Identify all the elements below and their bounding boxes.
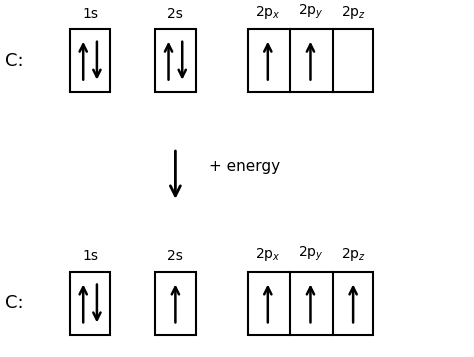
- Text: C:: C:: [5, 295, 23, 312]
- Text: 2p$_x$: 2p$_x$: [255, 4, 281, 20]
- Text: 2s: 2s: [167, 6, 183, 20]
- Bar: [155, 29, 196, 92]
- Text: 2p$_y$: 2p$_y$: [298, 245, 323, 263]
- Text: 2p$_z$: 2p$_z$: [341, 4, 365, 20]
- Text: + energy: + energy: [209, 159, 280, 174]
- Bar: [70, 29, 110, 92]
- Text: 2s: 2s: [167, 249, 183, 263]
- Text: 2p$_x$: 2p$_x$: [255, 246, 281, 263]
- Text: C:: C:: [5, 52, 23, 70]
- Bar: [70, 272, 110, 335]
- Text: 2p$_y$: 2p$_y$: [298, 2, 323, 20]
- Text: 2p$_z$: 2p$_z$: [341, 246, 365, 263]
- Text: 1s: 1s: [82, 249, 98, 263]
- Bar: [247, 29, 373, 92]
- Text: 1s: 1s: [82, 6, 98, 20]
- Bar: [155, 272, 196, 335]
- Bar: [247, 272, 373, 335]
